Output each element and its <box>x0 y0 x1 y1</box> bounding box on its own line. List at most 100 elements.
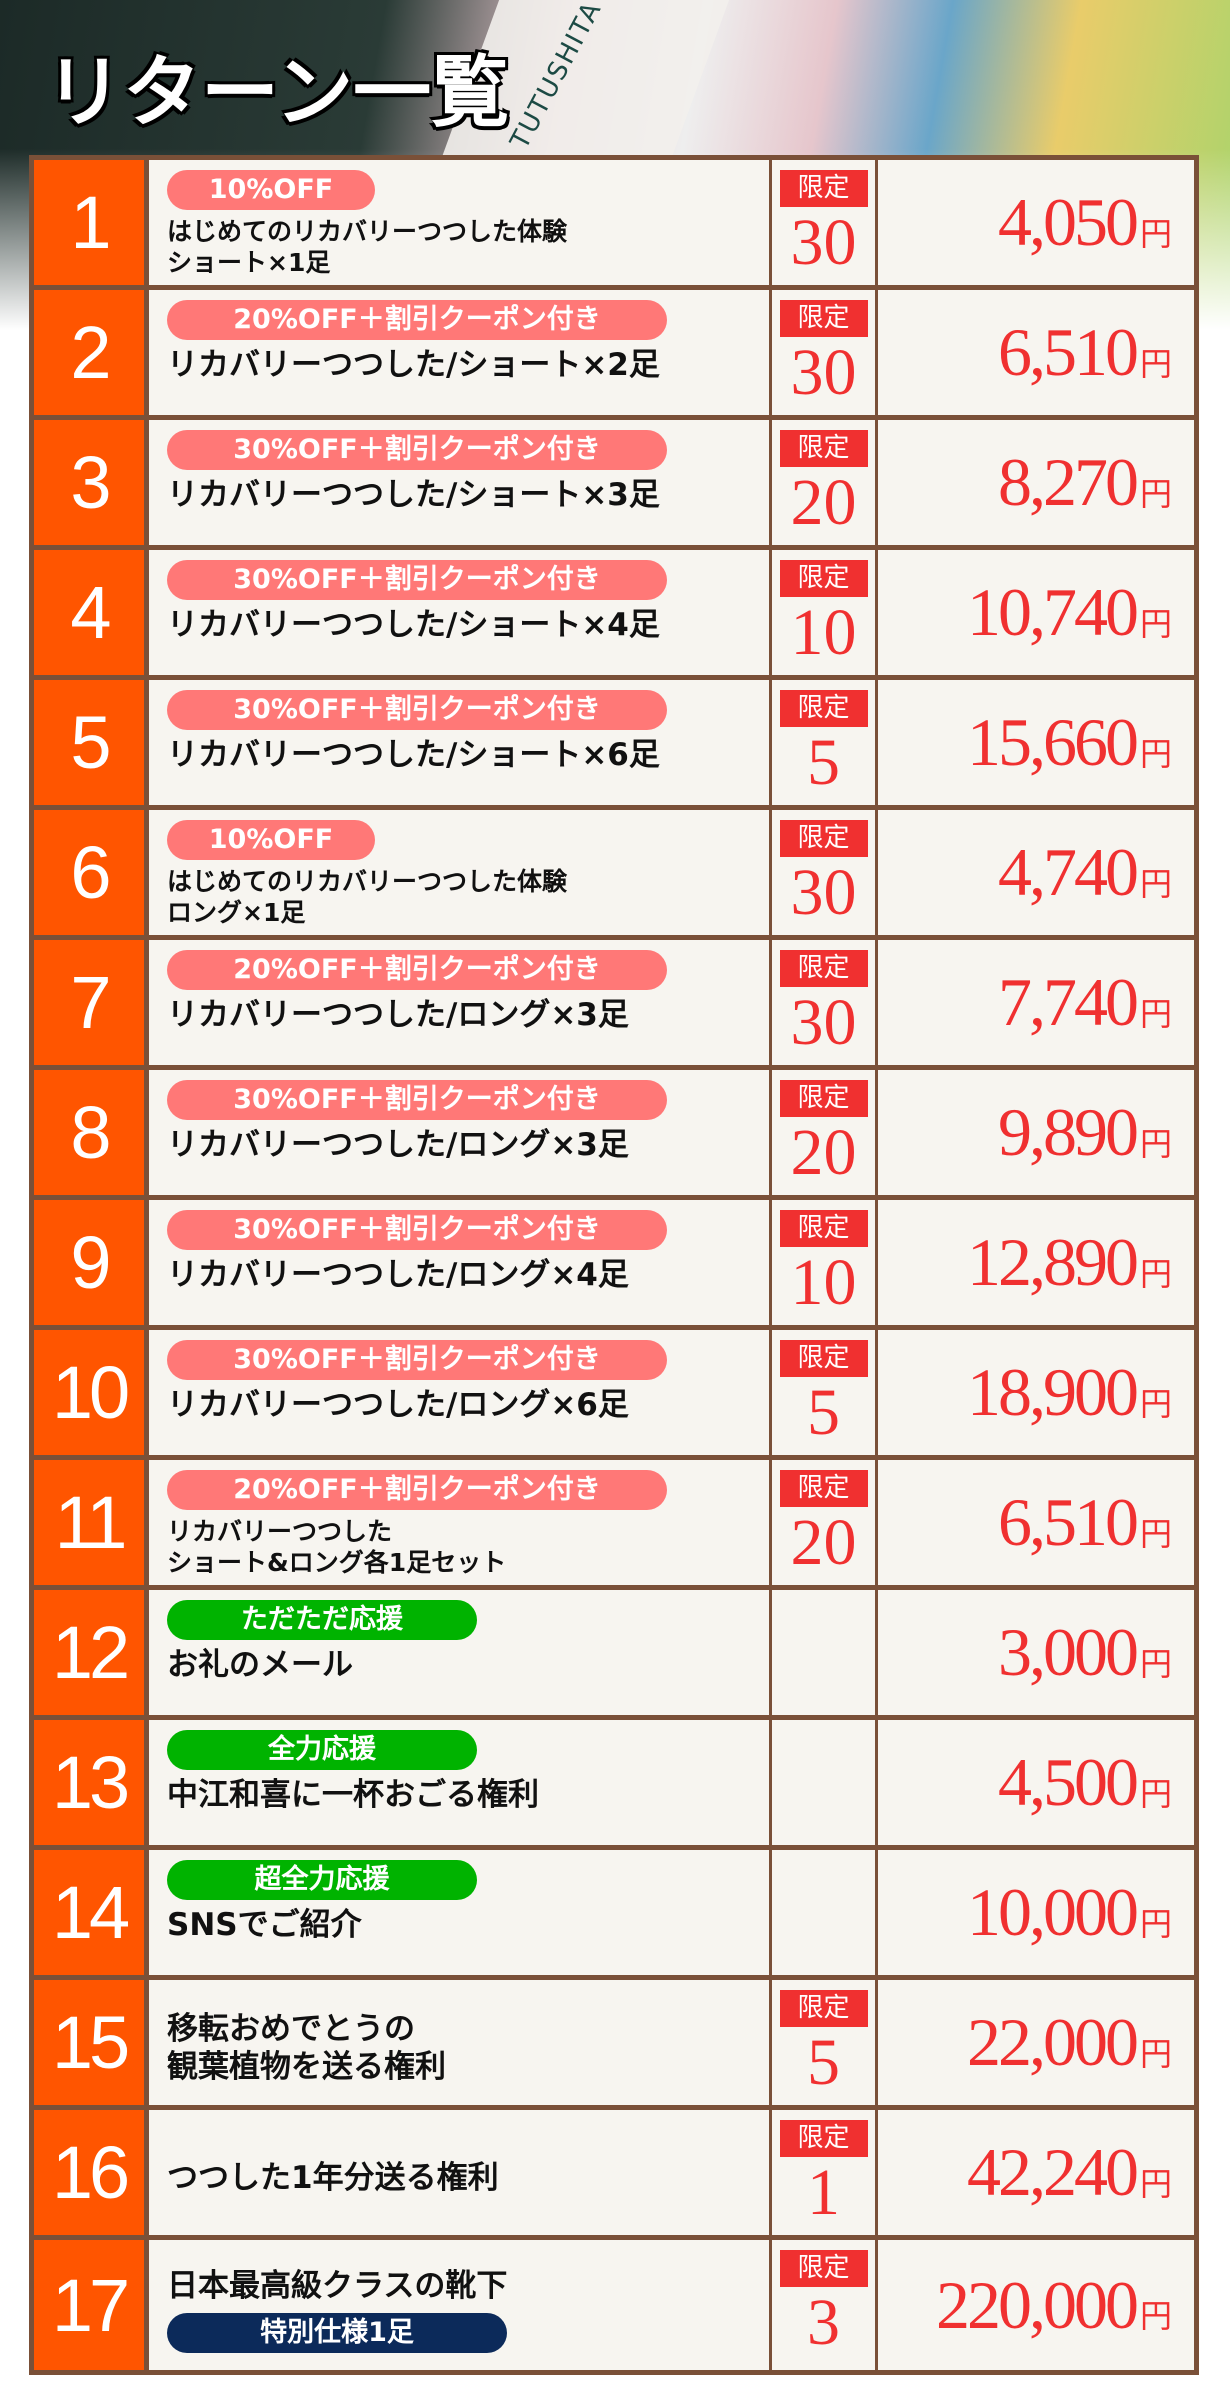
price-value: 22,000 <box>966 2004 1139 2080</box>
reward-row[interactable]: 7 20%OFF＋割引クーポン付き リカバリーつつした/ロング×3足 限定 30 7… <box>34 940 1194 1070</box>
limited-badge: 限定 <box>779 1340 868 1377</box>
reward-row[interactable]: 3 30%OFF＋割引クーポン付き リカバリーつつした/ショート×3足 限定 20 … <box>34 420 1194 550</box>
reward-content: 20%OFF＋割引クーポン付き リカバリーつつした/ロング×3足 <box>149 940 769 1065</box>
reward-number: 16 <box>34 2110 144 2235</box>
limited-badge: 限定 <box>779 820 868 857</box>
price-value: 10,740 <box>966 574 1139 650</box>
reward-row[interactable]: 17 日本最高級クラスの靴下 特別仕様1足 限定 3 220,000 円 <box>34 2240 1194 2370</box>
price-cell: 22,000 円 <box>878 1980 1194 2105</box>
reward-content-inner: 10%OFF はじめてのリカバリーつつした体験 ショート×1足 <box>167 170 769 278</box>
reward-row[interactable]: 1 10%OFF はじめてのリカバリーつつした体験 ショート×1足 限定 30 4,… <box>34 160 1194 290</box>
reward-number: 12 <box>34 1590 144 1715</box>
limit-cell: 限定 20 <box>772 420 875 545</box>
currency-label: 円 <box>1139 1645 1172 1682</box>
reward-content: 20%OFF＋割引クーポン付き リカバリーつつした/ショート×2足 <box>149 290 769 415</box>
reward-row[interactable]: 14 超全力応援 SNSでご紹介 10,000 円 <box>34 1850 1194 1980</box>
reward-content: 30%OFF＋割引クーポン付き リカバリーつつした/ショート×3足 <box>149 420 769 545</box>
reward-number: 10 <box>34 1330 144 1455</box>
reward-row[interactable]: 8 30%OFF＋割引クーポン付き リカバリーつつした/ロング×3足 限定 20 9… <box>34 1070 1194 1200</box>
reward-row[interactable]: 11 20%OFF＋割引クーポン付き リカバリーつつした ショート&ロング各1足セ… <box>34 1460 1194 1590</box>
reward-description: リカバリーつつした/ロング×6足 <box>167 1387 629 1423</box>
currency-label: 円 <box>1139 865 1172 902</box>
reward-content-inner: 超全力応援 SNSでご紹介 <box>167 1860 769 1944</box>
reward-content: 30%OFF＋割引クーポン付き リカバリーつつした/ロング×4足 <box>149 1200 769 1325</box>
reward-tag: 30%OFF＋割引クーポン付き <box>167 1340 667 1380</box>
reward-content-inner: 30%OFF＋割引クーポン付きリカバリーつつした/ロング×6足 <box>167 1340 769 1424</box>
reward-row[interactable]: 5 30%OFF＋割引クーポン付き リカバリーつつした/ショート×6足 限定 5 1… <box>34 680 1194 810</box>
limit-count: 10 <box>790 1246 857 1319</box>
reward-row[interactable]: 16 つつした1年分送る権利 限定 1 42,240 円 <box>34 2110 1194 2240</box>
limit-cell: 限定 30 <box>772 160 875 285</box>
reward-row[interactable]: 9 30%OFF＋割引クーポン付き リカバリーつつした/ロング×4足 限定 10 1… <box>34 1200 1194 1330</box>
limit-cell: 限定 5 <box>772 680 875 805</box>
limit-cell <box>772 1590 875 1715</box>
price-value: 12,890 <box>966 1224 1139 1300</box>
reward-row[interactable]: 2 20%OFF＋割引クーポン付き リカバリーつつした/ショート×2足 限定 30 … <box>34 290 1194 420</box>
price-value: 42,240 <box>966 2134 1139 2210</box>
price-cell: 3,000 円 <box>878 1590 1194 1715</box>
price-cell: 12,890 円 <box>878 1200 1194 1325</box>
price-cell: 8,270 円 <box>878 420 1194 545</box>
reward-description: リカバリーつつした/ロング×3足 <box>167 997 629 1033</box>
reward-number: 14 <box>34 1850 144 1975</box>
price-cell: 15,660 円 <box>878 680 1194 805</box>
limit-cell: 限定 30 <box>772 940 875 1065</box>
returns-table: 1 10%OFF はじめてのリカバリーつつした体験 ショート×1足 限定 30 4,… <box>29 155 1199 2375</box>
reward-content: 全力応援 中江和喜に一杯おごる権利 <box>149 1720 769 1845</box>
price-value: 3,000 <box>997 1614 1139 1690</box>
limit-count: 30 <box>790 856 857 929</box>
price-cell: 9,890 円 <box>878 1070 1194 1195</box>
limited-badge: 限定 <box>779 430 868 467</box>
limit-count: 30 <box>790 986 857 1059</box>
price-value: 18,900 <box>966 1354 1139 1430</box>
reward-tag: 超全力応援 <box>167 1860 477 1900</box>
reward-row[interactable]: 6 10%OFF はじめてのリカバリーつつした体験 ロング×1足 限定 30 4,7… <box>34 810 1194 940</box>
reward-number: 4 <box>34 550 144 675</box>
limited-badge: 限定 <box>779 2120 868 2157</box>
limited-badge: 限定 <box>779 1210 868 1247</box>
price-value: 10,000 <box>966 1874 1139 1950</box>
reward-description: リカバリーつつした/ロング×3足 <box>167 1127 629 1163</box>
limited-badge: 限定 <box>779 1990 868 2027</box>
price-value: 9,890 <box>997 1094 1139 1170</box>
currency-label: 円 <box>1139 605 1172 642</box>
price-cell: 4,740 円 <box>878 810 1194 935</box>
reward-description: リカバリーつつした/ショート×6足 <box>167 737 660 773</box>
price-cell: 42,240 円 <box>878 2110 1194 2235</box>
reward-content-inner: 30%OFF＋割引クーポン付き リカバリーつつした/ロング×3足 <box>167 1080 769 1164</box>
reward-number: 11 <box>34 1460 144 1585</box>
reward-description: リカバリーつつした/ショート×3足 <box>167 477 660 513</box>
reward-content: 超全力応援 SNSでご紹介 <box>149 1850 769 1975</box>
price-cell: 6,510 円 <box>878 290 1194 415</box>
currency-label: 円 <box>1139 215 1172 252</box>
limit-count: 10 <box>790 596 857 669</box>
reward-content-inner: 20%OFF＋割引クーポン付き リカバリーつつした/ロング×3足 <box>167 950 769 1034</box>
currency-label: 円 <box>1139 1775 1172 1812</box>
limited-badge: 限定 <box>779 560 868 597</box>
limit-cell: 限定 10 <box>772 550 875 675</box>
reward-row[interactable]: 13 全力応援 中江和喜に一杯おごる権利 4,500 円 <box>34 1720 1194 1850</box>
reward-content: 30%OFF＋割引クーポン付き リカバリーつつした/ショート×4足 <box>149 550 769 675</box>
currency-label: 円 <box>1139 1385 1172 1422</box>
reward-content-inner: 30%OFF＋割引クーポン付き リカバリーつつした/ショート×4足 <box>167 560 769 644</box>
reward-description: リカバリーつつした/ショート×4足 <box>167 607 660 643</box>
reward-content-inner: 日本最高級クラスの靴下 特別仕様1足 <box>167 2267 769 2353</box>
reward-row[interactable]: 10 30%OFF＋割引クーポン付き リカバリーつつした/ロング×6足 限定 5 1… <box>34 1330 1194 1460</box>
reward-content: 20%OFF＋割引クーポン付き リカバリーつつした ショート&ロング各1足セット <box>149 1460 769 1585</box>
reward-tag: 20%OFF＋割引クーポン付き <box>167 1470 667 1510</box>
reward-row[interactable]: 4 30%OFF＋割引クーポン付き リカバリーつつした/ショート×4足 限定 10 … <box>34 550 1194 680</box>
limit-cell: 限定 20 <box>772 1070 875 1195</box>
limit-count: 30 <box>790 206 857 279</box>
reward-row[interactable]: 15 移転おめでとうの 観葉植物を送る権利 限定 5 22,000 円 <box>34 1980 1194 2110</box>
price-value: 4,050 <box>997 184 1139 260</box>
price-value: 6,510 <box>997 314 1139 390</box>
limit-count: 20 <box>790 1506 857 1579</box>
limit-cell: 限定 20 <box>772 1460 875 1585</box>
limited-badge: 限定 <box>779 2250 868 2287</box>
reward-content-inner: 移転おめでとうの 観葉植物を送る権利 <box>167 2010 769 2086</box>
currency-label: 円 <box>1139 1515 1172 1552</box>
reward-row[interactable]: 12 ただただ応援 お礼のメール 3,000 円 <box>34 1590 1194 1720</box>
price-cell: 10,000 円 <box>878 1850 1194 1975</box>
reward-content: 10%OFF はじめてのリカバリーつつした体験 ショート×1足 <box>149 160 769 285</box>
reward-tag: 全力応援 <box>167 1730 477 1770</box>
